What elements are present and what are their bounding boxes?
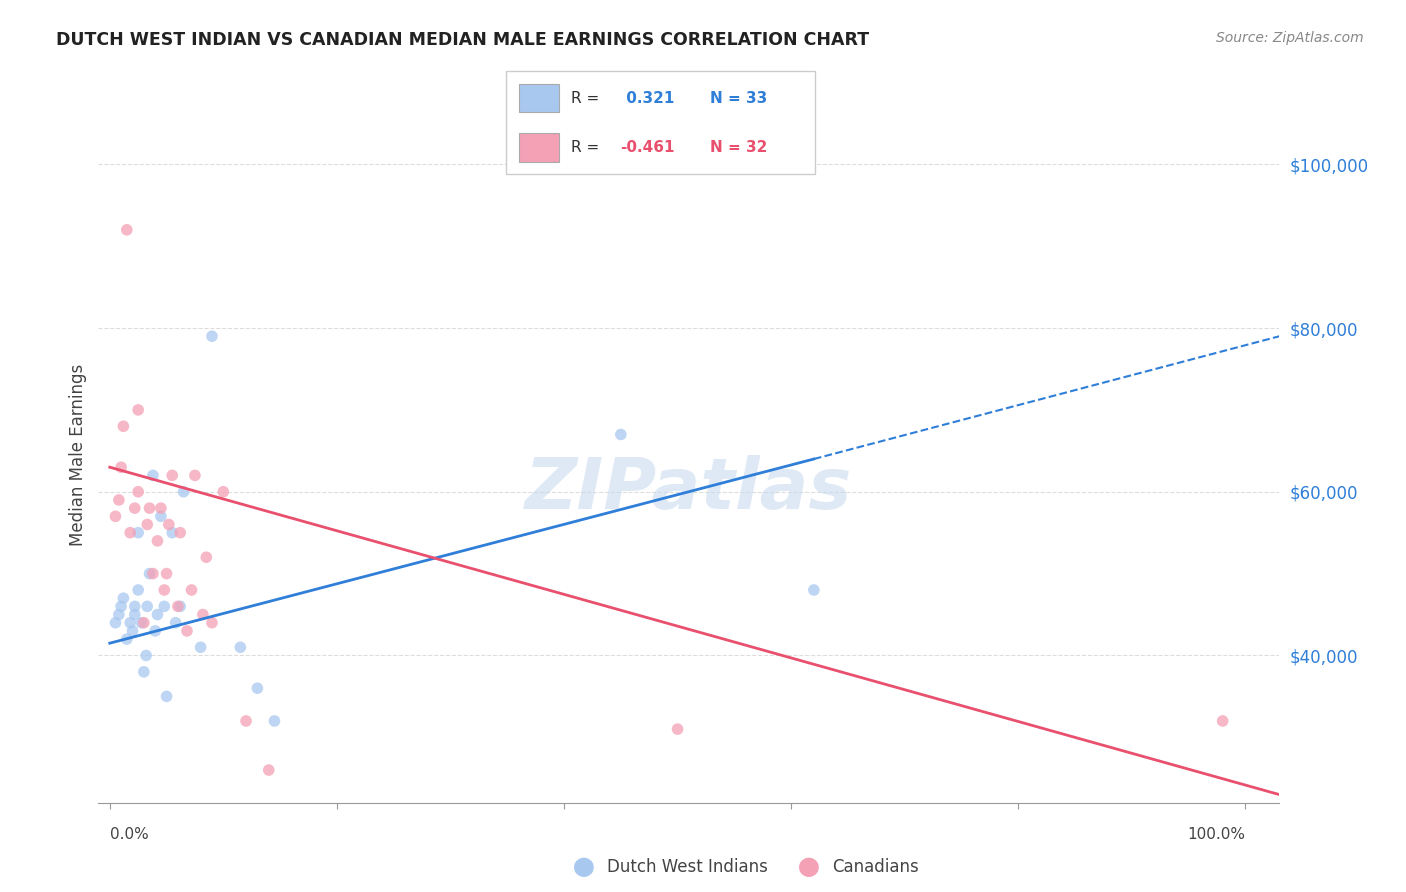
Point: [121, 624, 143, 638]
Point: [155, 690, 177, 704]
Point: [127, 525, 149, 540]
Point: [180, 582, 202, 597]
Point: [136, 517, 159, 532]
Point: [153, 599, 176, 614]
Point: [201, 329, 224, 343]
Point: [143, 624, 166, 638]
Text: ⬤: ⬤: [797, 857, 820, 877]
Point: [136, 599, 159, 614]
Point: [112, 419, 135, 434]
Point: [138, 566, 160, 581]
Point: [124, 599, 146, 614]
Text: ⬤: ⬤: [572, 857, 595, 877]
Point: [132, 665, 155, 679]
Point: [108, 492, 131, 507]
Point: [173, 484, 195, 499]
Point: [110, 599, 132, 614]
Text: Dutch West Indians: Dutch West Indians: [607, 858, 768, 876]
Point: [176, 624, 198, 638]
Point: [138, 501, 160, 516]
Text: 100.0%: 100.0%: [1188, 828, 1246, 842]
Point: [115, 223, 138, 237]
Point: [184, 468, 207, 483]
Point: [235, 714, 257, 728]
Text: R =: R =: [571, 140, 599, 155]
Point: [124, 501, 146, 516]
Point: [169, 525, 191, 540]
Text: DUTCH WEST INDIAN VS CANADIAN MEDIAN MALE EARNINGS CORRELATION CHART: DUTCH WEST INDIAN VS CANADIAN MEDIAN MAL…: [56, 31, 869, 49]
Point: [135, 648, 157, 663]
Text: Canadians: Canadians: [832, 858, 920, 876]
Bar: [519, 133, 558, 161]
Text: ZIPatlas: ZIPatlas: [526, 455, 852, 524]
Point: [132, 615, 155, 630]
Point: [201, 615, 224, 630]
Point: [146, 533, 169, 548]
Point: [127, 484, 149, 499]
Point: [120, 525, 142, 540]
Point: [149, 509, 172, 524]
Point: [212, 484, 235, 499]
Point: [142, 468, 165, 483]
Point: [149, 501, 172, 516]
Point: [142, 566, 165, 581]
Text: R =: R =: [571, 90, 599, 105]
Point: [131, 615, 153, 630]
Point: [146, 607, 169, 622]
Point: [195, 550, 218, 565]
Text: 0.321: 0.321: [620, 90, 673, 105]
Point: [108, 607, 131, 622]
Point: [229, 640, 252, 655]
Point: [153, 582, 176, 597]
Point: [191, 607, 214, 622]
Point: [666, 722, 689, 736]
Text: Source: ZipAtlas.com: Source: ZipAtlas.com: [1216, 31, 1364, 45]
Point: [127, 582, 149, 597]
Point: [263, 714, 285, 728]
Point: [162, 468, 183, 483]
Point: [257, 763, 280, 777]
Y-axis label: Median Male Earnings: Median Male Earnings: [69, 364, 87, 546]
Text: N = 33: N = 33: [710, 90, 768, 105]
Point: [162, 525, 183, 540]
Text: N = 32: N = 32: [710, 140, 768, 155]
Point: [104, 615, 127, 630]
FancyBboxPatch shape: [506, 71, 815, 174]
Text: 0.0%: 0.0%: [110, 828, 149, 842]
Bar: [519, 84, 558, 112]
Point: [115, 632, 138, 646]
Point: [127, 403, 149, 417]
Point: [155, 566, 177, 581]
Point: [104, 509, 127, 524]
Point: [110, 460, 132, 475]
Point: [124, 607, 146, 622]
Point: [190, 640, 212, 655]
Point: [246, 681, 269, 696]
Point: [167, 599, 190, 614]
Point: [165, 615, 187, 630]
Point: [1212, 714, 1234, 728]
Point: [112, 591, 135, 606]
Point: [803, 582, 825, 597]
Point: [169, 599, 191, 614]
Text: -0.461: -0.461: [620, 140, 675, 155]
Point: [157, 517, 180, 532]
Point: [120, 615, 142, 630]
Point: [610, 427, 633, 442]
